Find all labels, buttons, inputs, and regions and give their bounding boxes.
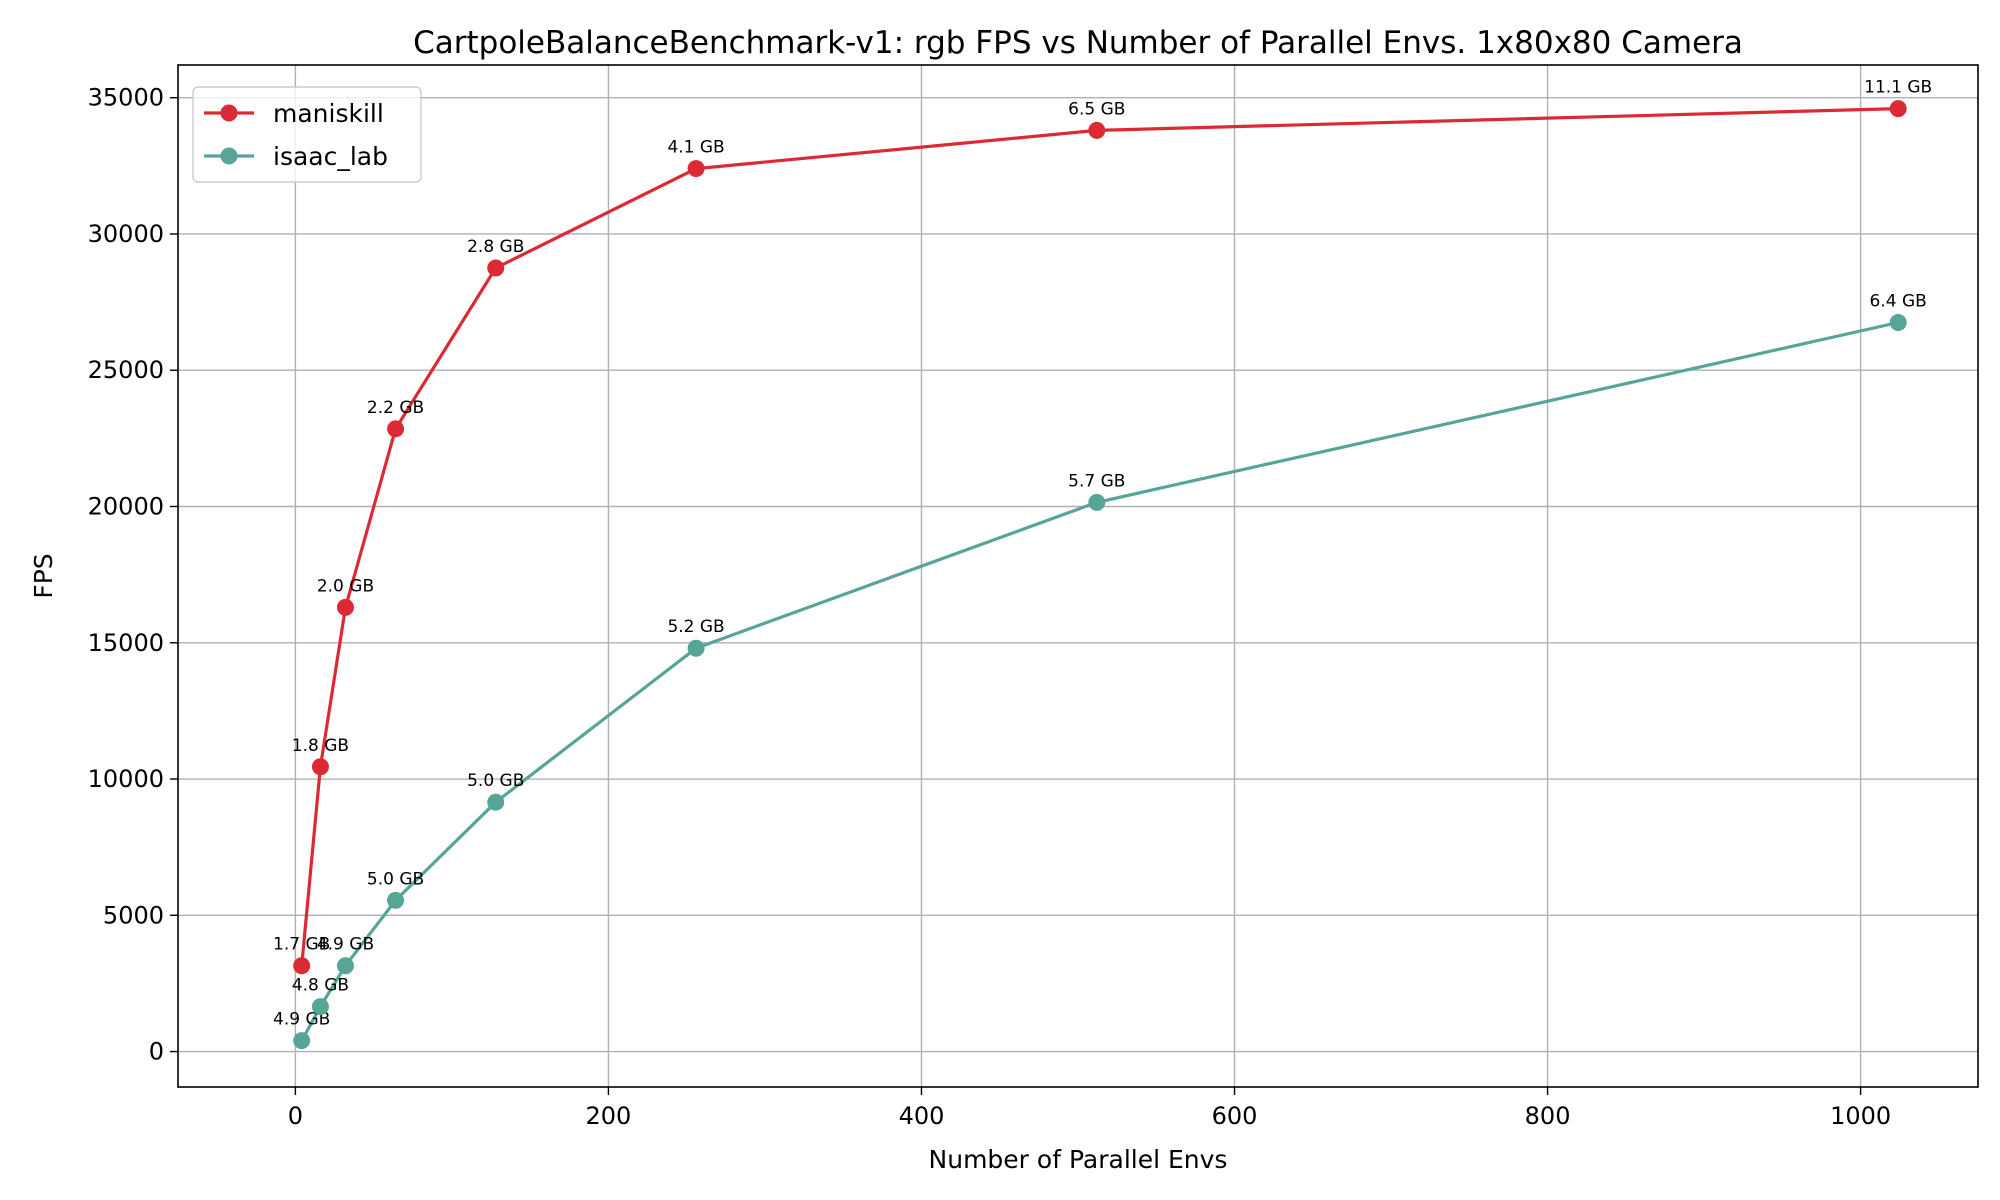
y-tick-label: 20000 — [88, 493, 164, 521]
isaac_lab-data-label: 5.2 GB — [667, 617, 724, 637]
x-tick-label: 600 — [1212, 1102, 1258, 1130]
isaac_lab-point — [311, 998, 329, 1016]
x-tick-label: 0 — [288, 1102, 303, 1130]
y-tick-label: 30000 — [88, 220, 164, 248]
maniskill-line — [300, 107, 1899, 966]
maniskill-point — [387, 420, 405, 438]
maniskill-data-label: 2.2 GB — [367, 398, 424, 418]
isaac_lab-data-label: 5.7 GB — [1068, 471, 1125, 491]
isaac_lab-data-label: 5.0 GB — [367, 869, 424, 889]
maniskill-point — [1088, 121, 1106, 139]
isaac_lab-point — [1088, 493, 1106, 511]
legend-label: maniskill — [273, 99, 384, 128]
maniskill-data-label: 2.8 GB — [467, 237, 524, 257]
isaac_lab-line — [300, 320, 1899, 1042]
isaac_lab-data-label: 4.8 GB — [292, 976, 349, 996]
isaac_lab-point — [487, 793, 505, 811]
isaac_lab-data-label: 6.4 GB — [1870, 292, 1927, 312]
isaac_lab-point — [687, 639, 705, 657]
y-tick-label: 0 — [149, 1038, 164, 1066]
maniskill-point — [336, 598, 354, 616]
legend-marker — [220, 147, 238, 165]
plot-series: 1.7 GB 1.8 GB 2.0 GB 2.2 GB 2.8 GB 4.1 GB 6.5 … — [273, 78, 1932, 1050]
isaac_lab-data-label: 4.9 GB — [273, 1010, 330, 1030]
legend-marker — [220, 104, 238, 122]
maniskill-data-label: 4.1 GB — [667, 138, 724, 158]
isaac_lab-data-label: 4.9 GB — [317, 935, 374, 955]
plot-frame — [177, 64, 1979, 1088]
x-tick-label: 1000 — [1830, 1102, 1891, 1130]
y-tick-label: 5000 — [103, 901, 164, 929]
maniskill-point — [311, 758, 329, 776]
maniskill-data-label: 6.5 GB — [1068, 99, 1125, 119]
legend-label: isaac_lab — [273, 142, 388, 171]
isaac_lab-point — [387, 891, 405, 909]
isaac_lab-data-label: 5.0 GB — [467, 771, 524, 791]
isaac_lab-point — [1889, 314, 1907, 332]
maniskill-point — [1889, 100, 1907, 118]
x-axis-label: Number of Parallel Envs — [929, 1145, 1228, 1174]
y-tick-label: 25000 — [88, 356, 164, 384]
legend-box — [192, 86, 422, 183]
maniskill-data-label: 11.1 GB — [1864, 78, 1932, 98]
maniskill-point — [687, 160, 705, 178]
maniskill-data-label: 2.0 GB — [317, 576, 374, 596]
axis-ticks: 0 200 400 600 800 100005000100001500020000250… — [88, 84, 1892, 1130]
maniskill-data-label: 1.7 GB — [273, 935, 330, 955]
y-tick-label: 35000 — [88, 84, 164, 112]
y-tick-label: 15000 — [88, 629, 164, 657]
x-tick-label: 200 — [586, 1102, 632, 1130]
isaac_lab-point — [293, 1032, 311, 1050]
y-axis-label: FPS — [29, 553, 58, 598]
isaac_lab-point — [336, 957, 354, 975]
x-tick-label: 400 — [899, 1102, 945, 1130]
y-tick-label: 10000 — [88, 765, 164, 793]
maniskill-data-label: 1.8 GB — [292, 736, 349, 756]
x-tick-label: 800 — [1525, 1102, 1571, 1130]
maniskill-point — [487, 259, 505, 277]
maniskill-point — [293, 957, 311, 975]
grid — [178, 65, 1978, 1087]
legend: maniskill isaac_lab — [192, 86, 422, 183]
chart-title: CartpoleBalanceBenchmark-v1: rgb FPS vs … — [413, 25, 1743, 61]
